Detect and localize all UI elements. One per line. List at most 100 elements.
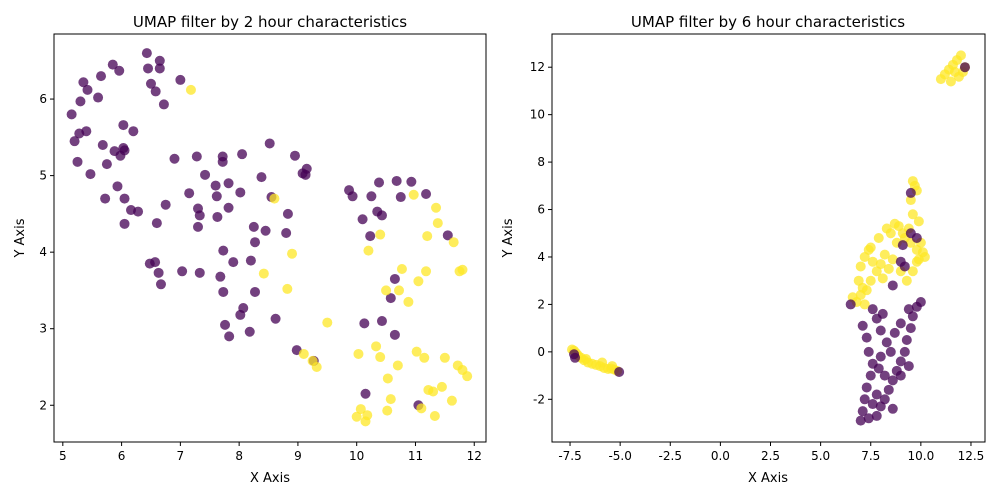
scatter-point [403,296,414,307]
scatter-point [419,352,430,363]
y-tick-label: 6 [39,92,47,106]
x-tick-label: 6 [118,449,126,463]
y-tick-label: 4 [537,250,545,264]
scatter-point [421,188,432,199]
scatter-point [408,189,419,200]
scatter-point [614,367,625,378]
scatter-point [863,346,874,357]
scatter-point [376,210,387,221]
scatter-point [235,187,246,198]
scatter-point [359,318,370,329]
scatter-point [119,218,130,229]
scatter-point [357,214,368,225]
scatter-point [919,251,930,262]
scatter-point [250,286,261,297]
scatter-point [245,255,256,266]
scatter-point [915,297,926,308]
scatter-point [907,209,918,220]
scatter-point [347,191,358,202]
scatter-point [177,266,188,277]
y-tick-label: 8 [537,155,545,169]
scatter-point [385,394,396,405]
scatter-point [366,191,377,202]
scatter-point [353,348,364,359]
scatter-point [155,279,166,290]
scatter-point [264,138,275,149]
y-tick-label: 6 [537,203,545,217]
scatter-point [158,99,169,110]
x-tick-label: 5.0 [811,449,830,463]
scatter-point [355,404,366,415]
scatter-point [895,256,906,267]
chart-right-xticks: -7.5 -5.0 -2.5 0.0 2.5 5.0 7.5 10.0 12.5 [558,442,984,463]
scatter-point [128,126,139,137]
x-tick-label: 7 [177,449,185,463]
scatter-point [885,346,896,357]
scatter-point [78,77,89,88]
scatter-point [143,63,154,74]
chart-right-frame [551,33,986,443]
scatter-point [153,267,164,278]
scatter-point [258,268,269,279]
scatter-point [442,230,453,241]
scatter-point [905,323,916,334]
scatter-point [905,195,916,206]
scatter-point [895,370,906,381]
scatter-point [887,375,898,386]
scatter-point [394,285,405,296]
scatter-point [877,273,888,284]
scatter-point [365,231,376,242]
scatter-point [154,55,165,66]
scatter-point [289,150,300,161]
x-tick-label: 10.0 [907,449,934,463]
scatter-point [282,208,293,219]
scatter-point [955,50,966,61]
scatter-point [389,329,400,340]
scatter-point [287,248,298,259]
scatter-point [119,193,130,204]
scatter-point [82,84,93,95]
scatter-point [375,229,386,240]
scatter-point [887,403,898,414]
scatter-point [107,59,118,70]
scatter-point [875,259,886,270]
chart-right: UMAP filter by 6 hour characteristics -2… [501,13,986,486]
scatter-point [238,303,249,314]
scatter-point [867,304,878,315]
scatter-point [391,175,402,186]
scatter-point [301,163,312,174]
scatter-point [581,353,592,364]
y-tick-label: 12 [530,60,545,74]
x-tick-label: 12 [467,449,482,463]
x-tick-label: -5.0 [608,449,631,463]
scatter-point [861,382,872,393]
scatter-point [101,159,112,170]
scatter-point [210,180,221,191]
scatter-point [362,410,373,421]
scatter-point [298,348,309,359]
scatter-point [322,317,333,328]
chart-right-ylabel: Y Axis [501,218,516,258]
scatter-point [96,71,107,82]
scatter-point [439,352,450,363]
scatter-point [151,218,162,229]
scatter-point [215,271,226,282]
scatter-point [237,149,248,160]
scatter-point [911,233,922,243]
chart-left-points [66,48,473,427]
scatter-point [223,202,234,213]
scatter-point [193,221,203,232]
scatter-point [141,48,152,59]
scatter-point [218,245,229,256]
scatter-point [256,172,267,183]
y-tick-label: 0 [537,345,545,359]
scatter-point [873,233,884,243]
scatter-point [897,240,908,251]
scatter-point [217,151,228,162]
scatter-point [85,169,96,180]
scatter-point [389,273,400,284]
scatter-point [375,352,386,363]
chart-left: UMAP filter by 2 hour characteristics 2 3… [13,13,487,486]
scatter-point [448,237,459,248]
scatter-point [421,266,432,277]
